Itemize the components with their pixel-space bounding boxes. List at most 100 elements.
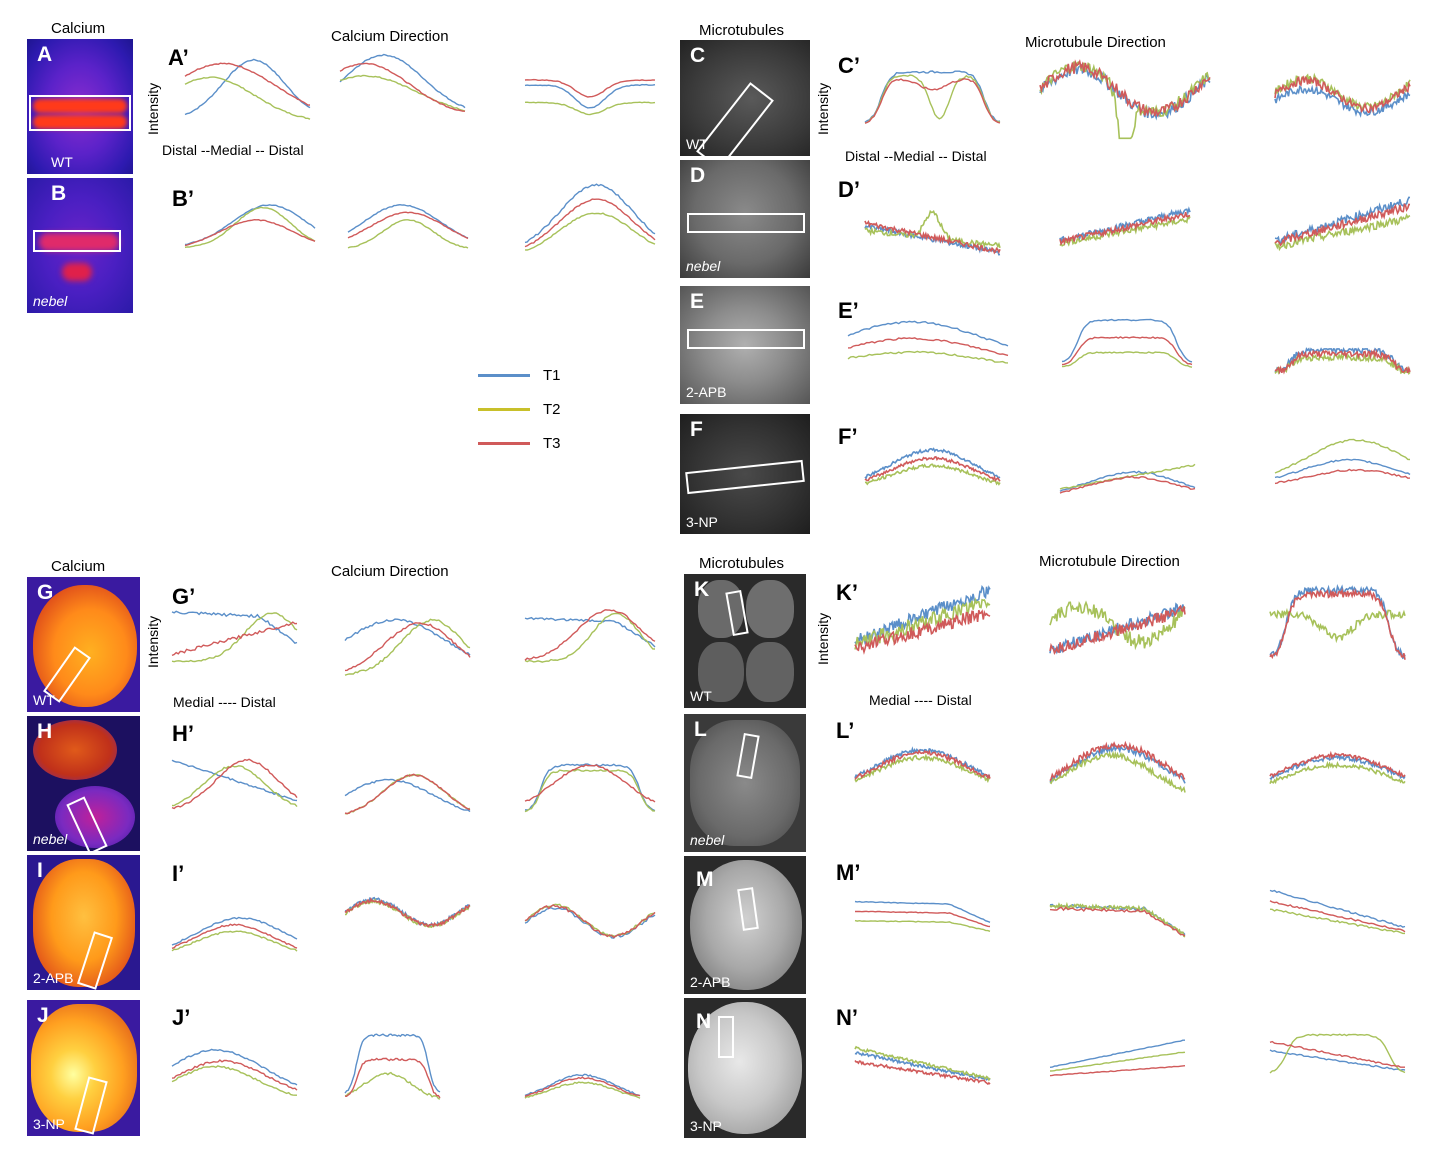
trace-plot <box>864 209 1001 256</box>
micrograph-d-microtubules-nebel: D nebel <box>680 160 810 278</box>
condition-label-j: 3-NP <box>33 1116 65 1132</box>
series-t2-line <box>1274 438 1411 474</box>
plot-letter-e-prime: E’ <box>838 298 859 323</box>
trace-plot <box>1059 206 1191 247</box>
plot-letter-i-prime: I’ <box>172 861 185 886</box>
plot-letter-b-prime: B’ <box>172 186 194 211</box>
condition-label-n: 3-NP <box>690 1118 722 1134</box>
intensity-label-a: Intensity <box>145 82 161 135</box>
series-t2-line <box>1049 1051 1186 1072</box>
series-t2-line <box>171 930 298 952</box>
plot-letter-k-prime: K’ <box>836 580 858 605</box>
series-t2-line <box>524 1081 641 1099</box>
condition-label-l: nebel <box>690 832 725 848</box>
distal-medial-distal-label-c: Distal --Medial -- Distal <box>845 148 987 164</box>
series-t2-line <box>1274 352 1411 376</box>
trace-plot <box>344 1033 441 1100</box>
series-t1-line <box>864 222 1001 256</box>
trace-plot <box>1269 750 1406 785</box>
series-t1-line <box>1061 318 1193 363</box>
plot-letter-h-prime: H’ <box>172 721 194 746</box>
panel-letter-e: E <box>690 290 705 313</box>
trace-plot <box>1049 740 1186 793</box>
series-t3-line <box>344 622 471 672</box>
micrograph-h-calcium-nebel: H nebel <box>27 716 140 851</box>
series-t3-line <box>1269 587 1406 660</box>
series-t1-line <box>1049 602 1186 655</box>
trace-plot <box>854 1045 991 1086</box>
intensity-label-k: Intensity <box>815 612 831 665</box>
micrograph-c-microtubules-wt: C WT <box>680 40 810 156</box>
legend-swatch-t3 <box>478 442 530 445</box>
cell-lr <box>746 642 794 702</box>
series-t3-line <box>864 77 1001 124</box>
micrograph-f-microtubules-3np: F 3-NP <box>680 414 810 534</box>
intensity-label-g: Intensity <box>145 615 161 668</box>
trace-plot <box>1039 59 1211 140</box>
series-t3-line <box>1049 906 1186 937</box>
embryo <box>690 860 802 990</box>
series-t1-line <box>1049 1039 1185 1068</box>
series-t3-line <box>184 218 316 247</box>
series-t3-line <box>524 904 656 939</box>
plot-letter-l-prime: L’ <box>836 718 855 743</box>
plot-letter-c-prime: C’ <box>838 53 860 78</box>
series-t2-line <box>864 209 1001 249</box>
microtubules-header-top: Microtubules <box>699 22 785 39</box>
panel-letter-h: H <box>37 720 53 743</box>
plot-letter-n-prime: N’ <box>836 1005 858 1030</box>
calcium-header-top: Calcium <box>51 20 106 37</box>
series-t1-line <box>1274 458 1411 479</box>
series-t3-line <box>1059 211 1191 246</box>
series-t3-line <box>344 773 471 815</box>
medial-distal-label-k: Medial ---- Distal <box>869 692 972 708</box>
series-t3-line <box>524 1076 641 1098</box>
plot-letter-m-prime: M’ <box>836 860 861 885</box>
microtubule-direction-header-bottom: Microtubule Direction <box>1039 553 1180 570</box>
series-t2-line <box>1039 61 1211 140</box>
series-t2-line <box>184 206 316 249</box>
series-t1-line <box>854 746 991 779</box>
series-t2-line <box>854 919 991 932</box>
series-t2-line <box>524 768 655 813</box>
roi-box <box>33 230 121 252</box>
condition-label-c: WT <box>686 136 708 152</box>
legend-label-t3: T3 <box>543 435 561 452</box>
series-t1-line <box>171 610 298 645</box>
cell-ur <box>746 580 794 638</box>
series-t1-line <box>1059 206 1191 246</box>
series-t2-line <box>1049 750 1186 793</box>
embryo-lower <box>55 786 135 848</box>
series-t1-line <box>864 447 1001 480</box>
series-t1-line <box>1269 584 1406 660</box>
plot-letter-a-prime: A’ <box>168 45 189 70</box>
distal-medial-distal-label-a: Distal --Medial -- Distal <box>162 142 304 158</box>
series-t1-line <box>1059 470 1196 492</box>
trace-plot <box>864 70 1001 124</box>
roi-box <box>687 329 805 349</box>
series-t2-line <box>344 618 471 676</box>
series-t2-line <box>1061 351 1193 368</box>
series-t2-line <box>847 350 1009 364</box>
trace-plot <box>344 773 471 815</box>
calcium-band <box>39 233 119 251</box>
legend-label-t1: T1 <box>543 367 561 384</box>
trace-plot <box>1274 438 1411 485</box>
series-t2-line <box>345 898 471 929</box>
trace-plot <box>524 1073 641 1099</box>
condition-label-d: nebel <box>686 258 721 274</box>
series-t3-line <box>171 923 298 949</box>
calcium-header-bottom: Calcium <box>51 558 106 575</box>
series-t3-line <box>1059 475 1196 494</box>
series-t2-line <box>1269 908 1405 935</box>
legend-swatch-t2 <box>478 408 530 411</box>
trace-plot <box>1049 1039 1186 1077</box>
micrograph-m-microtubules-2apb: M 2-APB <box>684 856 806 994</box>
series-t1-line <box>847 320 1009 347</box>
trace-plot <box>1049 600 1186 656</box>
trace-plot <box>854 900 991 932</box>
micrograph-l-microtubules-nebel: L nebel <box>684 714 806 852</box>
panel-letter-n: N <box>696 1010 712 1033</box>
legend-swatch-t1 <box>478 374 530 377</box>
trace-plot <box>1049 901 1186 938</box>
